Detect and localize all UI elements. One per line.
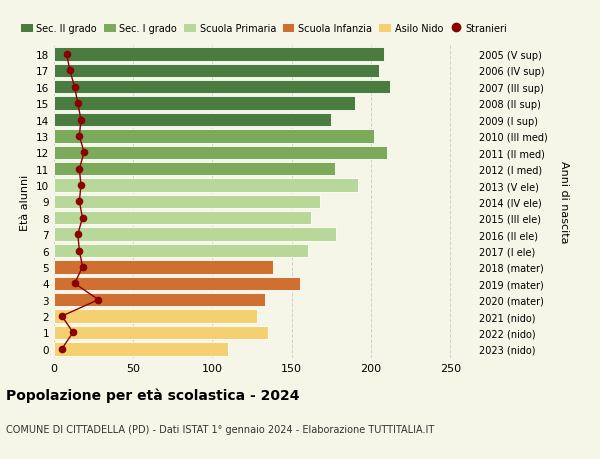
Y-axis label: Età alunni: Età alunni [20,174,31,230]
Bar [54,130,374,143]
Legend: Sec. II grado, Sec. I grado, Scuola Primaria, Scuola Infanzia, Asilo Nido, Stran: Sec. II grado, Sec. I grado, Scuola Prim… [17,20,511,38]
Bar [54,326,268,339]
Bar [54,293,265,307]
Y-axis label: Anni di nascita: Anni di nascita [559,161,569,243]
Bar [54,81,390,94]
Bar [54,212,311,225]
Bar [54,113,331,127]
Bar [54,48,383,62]
Bar [54,179,358,192]
Text: COMUNE DI CITTADELLA (PD) - Dati ISTAT 1° gennaio 2024 - Elaborazione TUTTITALIA: COMUNE DI CITTADELLA (PD) - Dati ISTAT 1… [6,425,434,435]
Bar [54,277,299,291]
Bar [54,310,257,323]
Bar [54,261,273,274]
Bar [54,342,229,356]
Bar [54,97,355,111]
Text: Popolazione per età scolastica - 2024: Popolazione per età scolastica - 2024 [6,388,299,403]
Bar [54,228,336,241]
Bar [54,162,335,176]
Bar [54,65,379,78]
Bar [54,146,387,160]
Bar [54,244,308,257]
Bar [54,195,320,209]
